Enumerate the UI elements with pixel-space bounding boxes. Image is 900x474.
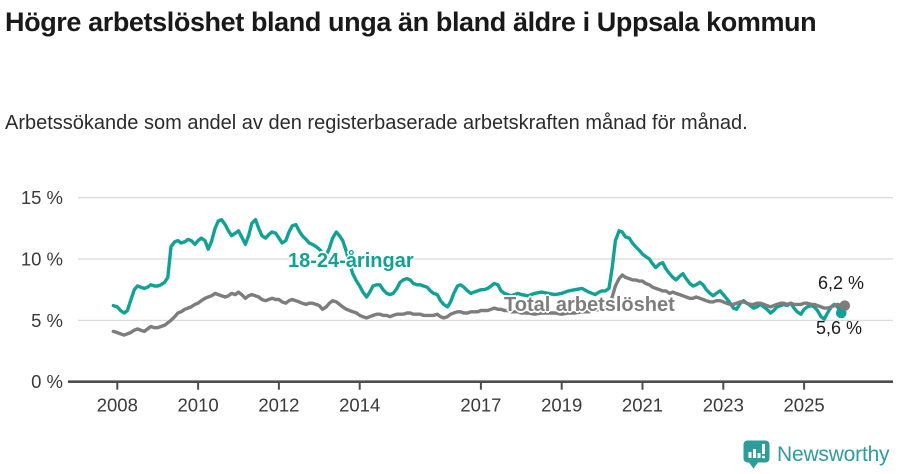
end-value-total: 6,2 % [818,273,865,293]
x-tick-label: 2008 [97,395,138,416]
series-label-18-24: 18-24-åringar [288,250,414,272]
series-label-total: Total arbetslöshet [504,294,675,316]
y-tick-label: 5 % [31,310,63,331]
y-tick-label: 10 % [21,249,63,270]
newsworthy-wordmark: Newsworthy [777,442,890,466]
x-tick-label: 2019 [541,395,582,416]
line-chart: 2008 2010 2012 2014 2017 2019 2021 2023 2025 0 % 5… [21,187,893,416]
exclamation-bar [762,444,765,454]
x-tick-label: 2012 [258,395,299,416]
chart-subtitle: Arbetssökande som andel av den registerb… [5,112,748,134]
newsworthy-logo[interactable]: Newsworthy [743,440,890,469]
series-line-total [111,273,843,337]
x-tick-label: 2014 [339,395,380,416]
y-tick-label: 15 % [21,187,63,208]
newsworthy-speech-bubble-bar-chart-icon [743,440,770,469]
series-line-young [111,218,843,321]
y-tick-label: 0 % [31,371,63,392]
bar-1 [748,452,752,458]
series-end-dot-total [839,300,851,311]
exclamation-dot [762,455,765,459]
x-tick-label: 2023 [703,395,744,416]
chart-title: Högre arbetslöshet bland unga än bland ä… [5,7,817,37]
x-tick-label: 2025 [784,395,825,416]
x-tick-label: 2021 [622,395,663,416]
end-value-18-24: 5,6 % [816,318,863,338]
x-tick-label: 2017 [460,395,501,416]
x-tick-label: 2010 [178,395,219,416]
bar-2 [753,449,756,458]
bar-3 [757,453,761,458]
